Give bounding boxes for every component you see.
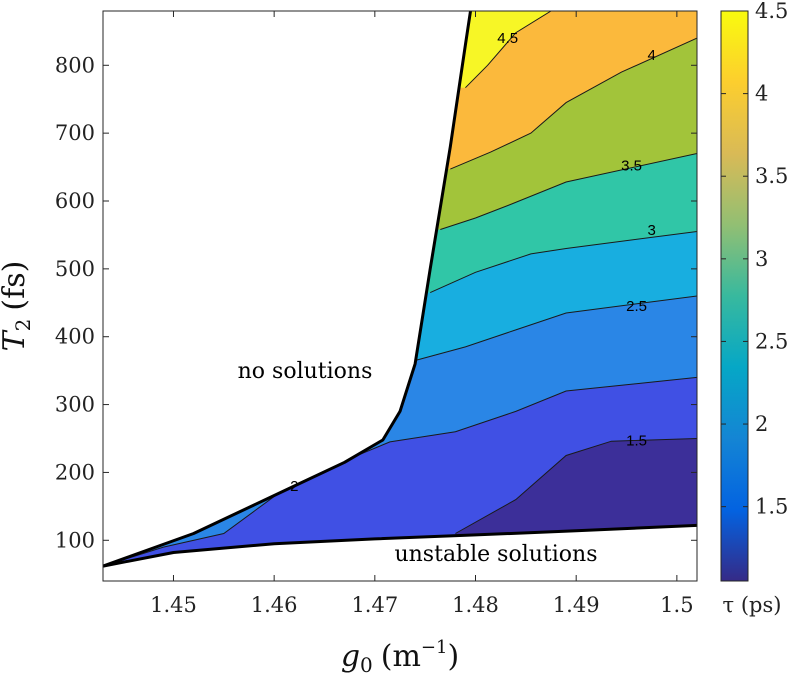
contour-line (455, 438, 697, 534)
colorbar-ticks: 1.5 2 2.5 3 3.5 4 4.5 (721, 0, 788, 519)
y-tick-label: 800 (55, 53, 95, 77)
y-tick-label: 500 (55, 257, 95, 281)
colorbar-frame (720, 10, 749, 582)
x-axis-symbol: g (341, 639, 360, 674)
contour-label: 3 (648, 222, 656, 239)
x-axis-unit: (m (381, 639, 421, 674)
x-tick-label: 1.45 (150, 593, 197, 617)
colorbar-tick-label: 4.5 (755, 0, 788, 23)
no-solutions-label: no solutions (238, 359, 373, 384)
y-tick-label: 100 (55, 528, 95, 552)
contour-line (414, 295, 697, 361)
contour-label: 2.5 (626, 298, 647, 315)
x-tick-label: 1.47 (351, 593, 398, 617)
y-axis-subscript: 2 (11, 319, 35, 332)
y-axis-unit: (fs) (0, 261, 32, 311)
contour-line (429, 231, 697, 294)
contour-fill-layer (103, 11, 697, 567)
no-solutions-boundary (103, 11, 472, 568)
y-axis-title: T2 (fs) (0, 261, 35, 352)
colorbar-tick-label: 3.5 (755, 164, 788, 188)
y-tick-label: 600 (55, 189, 95, 213)
contour-line (465, 11, 552, 89)
y-tick-label: 300 (55, 393, 95, 417)
contour-line (450, 37, 697, 170)
x-axis-subscript: 0 (360, 653, 373, 676)
contour-line (440, 153, 697, 230)
stability-boundary (103, 523, 697, 568)
colorbar-tick-label: 2.5 (755, 329, 788, 353)
y-tick-label: 700 (55, 121, 95, 145)
colorbar-label: τ (ps) (723, 593, 782, 617)
contour-label: 1.5 (626, 433, 647, 450)
colorbar-tick-label: 1.5 (755, 495, 788, 519)
contour-label: 4.5 (497, 30, 518, 47)
x-tick-label: 1.46 (251, 593, 298, 617)
colorbar-tick-label: 3 (755, 247, 768, 271)
x-tick-label: 1.49 (553, 593, 600, 617)
colorbar-tick-label: 4 (755, 82, 768, 106)
plot-area: 1.522.533.544.5 1.45 1.46 1.47 1.48 1.49 1.51… (55, 10, 698, 617)
x-axis-unit-exponent: −1 (421, 637, 448, 658)
x-axis-unit-close: ) (447, 639, 459, 674)
x-tick-label: 1.5 (660, 593, 693, 617)
x-axis-title: g0 (m−1) (341, 637, 459, 676)
contour-lines-layer (103, 11, 697, 567)
colorbar-tick-label: 2 (755, 412, 768, 436)
colorbar: 1.5 2 2.5 3 3.5 4 4.5 τ (ps) (720, 0, 788, 617)
axis-ticks: 1.45 1.46 1.47 1.48 1.49 1.5 100 200 300 400 500 60… (55, 11, 697, 617)
contour-labels-layer: 1.5 2 2.5 3 3.5 4 4.5 (290, 30, 656, 495)
y-axis-symbol: T (0, 329, 32, 351)
x-tick-label: 1.48 (452, 593, 499, 617)
boundary-layer (103, 11, 697, 568)
axes-frame (102, 10, 698, 582)
unstable-solutions-label: unstable solutions (394, 542, 597, 567)
colorbar-fill (721, 11, 748, 581)
y-tick-label: 200 (55, 460, 95, 484)
y-tick-label: 400 (55, 325, 95, 349)
contour-label: 4 (648, 47, 656, 64)
contour-label: 3.5 (621, 158, 642, 175)
contour-label: 2 (290, 478, 298, 495)
